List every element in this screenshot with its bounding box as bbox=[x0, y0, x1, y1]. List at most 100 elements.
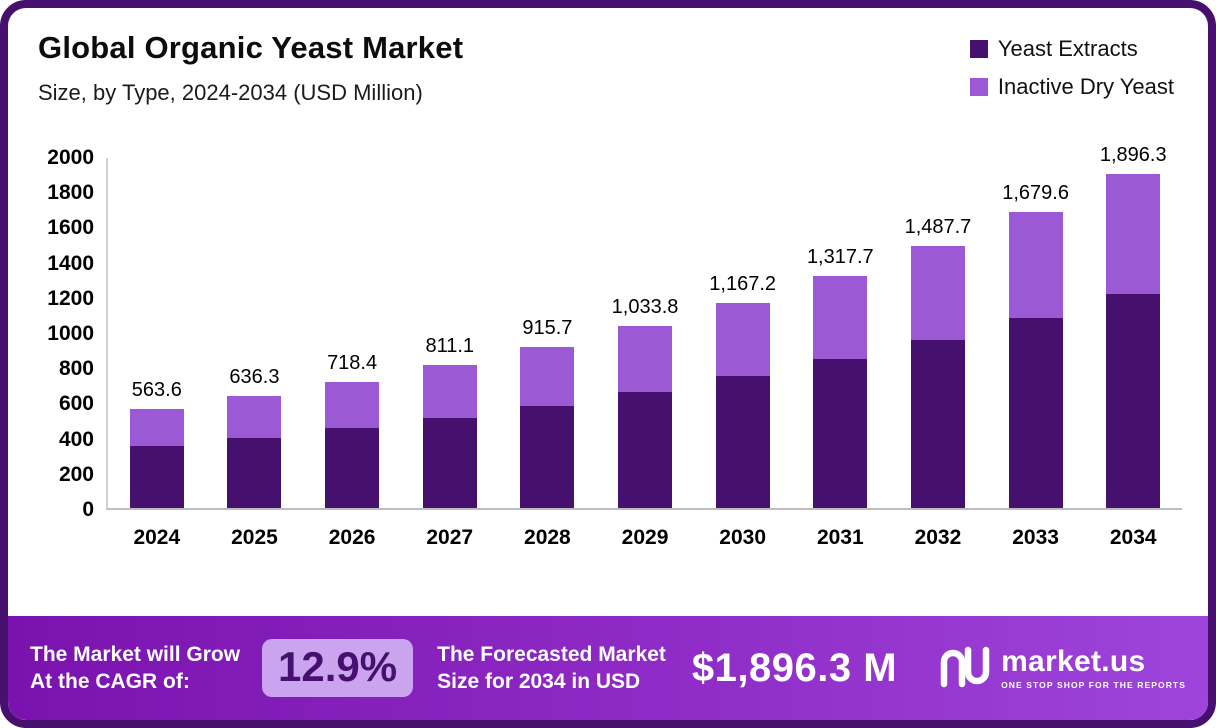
bar-stack bbox=[1106, 174, 1161, 508]
x-axis-label: 2025 bbox=[231, 526, 278, 549]
x-axis-label: 2030 bbox=[719, 526, 767, 549]
cagr-caption-line2: At the CAGR of: bbox=[30, 670, 190, 693]
x-axis-label: 2034 bbox=[1109, 526, 1157, 549]
bar-stack bbox=[910, 246, 965, 508]
chart-area: Global Organic Yeast Market Size, by Typ… bbox=[8, 8, 1208, 616]
cagr-caption: The Market will Grow At the CAGR of: bbox=[30, 641, 240, 696]
bar-stack bbox=[813, 276, 868, 508]
x-axis-label: 2029 bbox=[621, 526, 669, 549]
bar-total-label: 1,896.3 bbox=[1099, 144, 1167, 167]
bar-stack bbox=[129, 408, 184, 508]
legend-item-inactive-dry-yeast: Inactive Dry Yeast bbox=[969, 74, 1174, 100]
y-axis: 0 200 400 600 800 1000 1200 1400 1600 1800 2000 bbox=[34, 146, 106, 521]
bar-segment-yeast-extracts bbox=[813, 359, 868, 508]
bar-total-label: 1,487.7 bbox=[904, 216, 972, 239]
bar-stack bbox=[1008, 212, 1063, 508]
y-tick-label: 2000 bbox=[47, 146, 94, 169]
bar-segment-yeast-extracts bbox=[715, 376, 770, 508]
bar-segment-yeast-extracts bbox=[129, 446, 184, 508]
y-tick-label: 400 bbox=[58, 427, 94, 451]
bar-segment-inactive-dry-yeast bbox=[1008, 212, 1063, 318]
legend-item-yeast-extracts: Yeast Extracts bbox=[969, 36, 1174, 62]
bar-column: 1,487.7 bbox=[889, 158, 987, 508]
y-tick-label: 600 bbox=[58, 392, 94, 416]
title-block: Global Organic Yeast Market Size, by Typ… bbox=[38, 30, 463, 106]
page-subtitle: Size, by Type, 2024-2034 (USD Million) bbox=[38, 80, 423, 105]
forecast-caption: The Forecasted Market Size for 2034 in U… bbox=[437, 641, 666, 696]
bar-total-label: 636.3 bbox=[229, 366, 280, 389]
bar-column: 915.7 bbox=[499, 158, 597, 508]
bar-total-label: 1,679.6 bbox=[1002, 182, 1069, 205]
bar-segment-inactive-dry-yeast bbox=[910, 246, 965, 341]
y-tick-label: 1200 bbox=[47, 286, 94, 310]
market-us-logo-icon bbox=[939, 644, 991, 693]
plot-area: 563.6 636.3 718.4 811.1 915.7 1,033.8 1,167.2 1… bbox=[106, 144, 1182, 510]
bar-segment-inactive-dry-yeast bbox=[715, 302, 770, 377]
y-tick-label: 0 bbox=[82, 498, 94, 521]
y-tick-label: 200 bbox=[58, 462, 94, 486]
bar-total-label: 718.4 bbox=[327, 351, 378, 374]
bar-stack bbox=[618, 326, 673, 508]
bar-segment-inactive-dry-yeast bbox=[325, 381, 380, 429]
bar-column: 811.1 bbox=[401, 158, 499, 508]
bar-total-label: 563.6 bbox=[131, 378, 182, 401]
bar-segment-inactive-dry-yeast bbox=[618, 326, 673, 392]
bar-stack bbox=[520, 346, 575, 508]
page-title: Global Organic Yeast Market bbox=[38, 30, 464, 65]
x-axis-label: 2031 bbox=[816, 526, 864, 549]
bar-total-label: 811.1 bbox=[425, 335, 475, 358]
bar-stack bbox=[422, 365, 477, 508]
y-tick-label: 1400 bbox=[47, 251, 94, 275]
cagr-value-badge: 12.9% bbox=[262, 639, 414, 697]
bar-segment-inactive-dry-yeast bbox=[422, 365, 477, 418]
y-tick-label: 1000 bbox=[47, 322, 94, 345]
brand-logo: market.us ONE STOP SHOP FOR THE REPORTS bbox=[939, 644, 1186, 693]
y-tick-label: 1600 bbox=[47, 216, 94, 240]
x-axis-label: 2028 bbox=[524, 526, 571, 549]
bar-column: 1,033.8 bbox=[596, 158, 694, 508]
bar-total-label: 915.7 bbox=[522, 316, 573, 339]
bar-column: 636.3 bbox=[206, 158, 304, 508]
bar-stack bbox=[715, 302, 770, 508]
bar-segment-yeast-extracts bbox=[1106, 293, 1161, 508]
bar-segment-inactive-dry-yeast bbox=[813, 276, 868, 360]
x-axis-label: 2026 bbox=[328, 526, 376, 549]
bar-stack bbox=[227, 396, 282, 508]
brand-tagline: ONE STOP SHOP FOR THE REPORTS bbox=[1001, 679, 1186, 690]
forecast-value: $1,896.3 M bbox=[691, 645, 898, 690]
bar-column: 1,679.6 bbox=[987, 158, 1085, 508]
bar-segment-inactive-dry-yeast bbox=[129, 408, 184, 447]
legend-label: Yeast Extracts bbox=[997, 36, 1138, 61]
bar-column: 1,896.3 bbox=[1084, 144, 1182, 508]
legend-label: Inactive Dry Yeast bbox=[997, 74, 1174, 99]
legend-swatch-yeast-extracts bbox=[969, 40, 988, 58]
forecast-caption-line1: The Forecasted Market bbox=[437, 642, 666, 666]
x-axis-label: 2027 bbox=[426, 526, 474, 549]
bar-segment-yeast-extracts bbox=[422, 417, 477, 508]
cagr-caption-line1: The Market will Grow bbox=[30, 642, 241, 666]
bar-segment-inactive-dry-yeast bbox=[1106, 174, 1161, 294]
bar-segment-yeast-extracts bbox=[910, 340, 965, 508]
bar-total-label: 1,317.7 bbox=[806, 246, 874, 269]
bar-segment-inactive-dry-yeast bbox=[520, 346, 575, 406]
legend: Yeast Extracts Inactive Dry Yeast bbox=[969, 30, 1174, 100]
legend-swatch-inactive-dry-yeast bbox=[969, 78, 988, 96]
y-tick-label: 800 bbox=[58, 357, 94, 381]
bar-segment-yeast-extracts bbox=[227, 437, 282, 508]
x-axis-label: 2024 bbox=[133, 526, 181, 549]
bar-total-label: 1,167.2 bbox=[709, 272, 777, 295]
bar-column: 718.4 bbox=[303, 158, 401, 508]
bar-segment-yeast-extracts bbox=[520, 405, 575, 508]
bar-segment-yeast-extracts bbox=[1008, 317, 1063, 508]
x-axis-label: 2032 bbox=[914, 526, 962, 549]
bar-column: 1,167.2 bbox=[694, 158, 792, 508]
bar-column: 1,317.7 bbox=[791, 158, 889, 508]
x-axis-labels: 2024 2025 2026 2027 2028 2029 2030 2031 2032 2033… bbox=[108, 526, 1182, 550]
stacked-bar-chart: 0 200 400 600 800 1000 1200 1400 1600 1800 2000 56… bbox=[34, 144, 1182, 521]
y-tick-label: 1800 bbox=[47, 181, 94, 205]
bar-column: 563.6 bbox=[108, 158, 206, 508]
forecast-caption-line2: Size for 2034 in USD bbox=[437, 670, 641, 693]
bar-segment-inactive-dry-yeast bbox=[227, 396, 282, 438]
footer-banner: The Market will Grow At the CAGR of: 12.… bbox=[8, 616, 1208, 720]
